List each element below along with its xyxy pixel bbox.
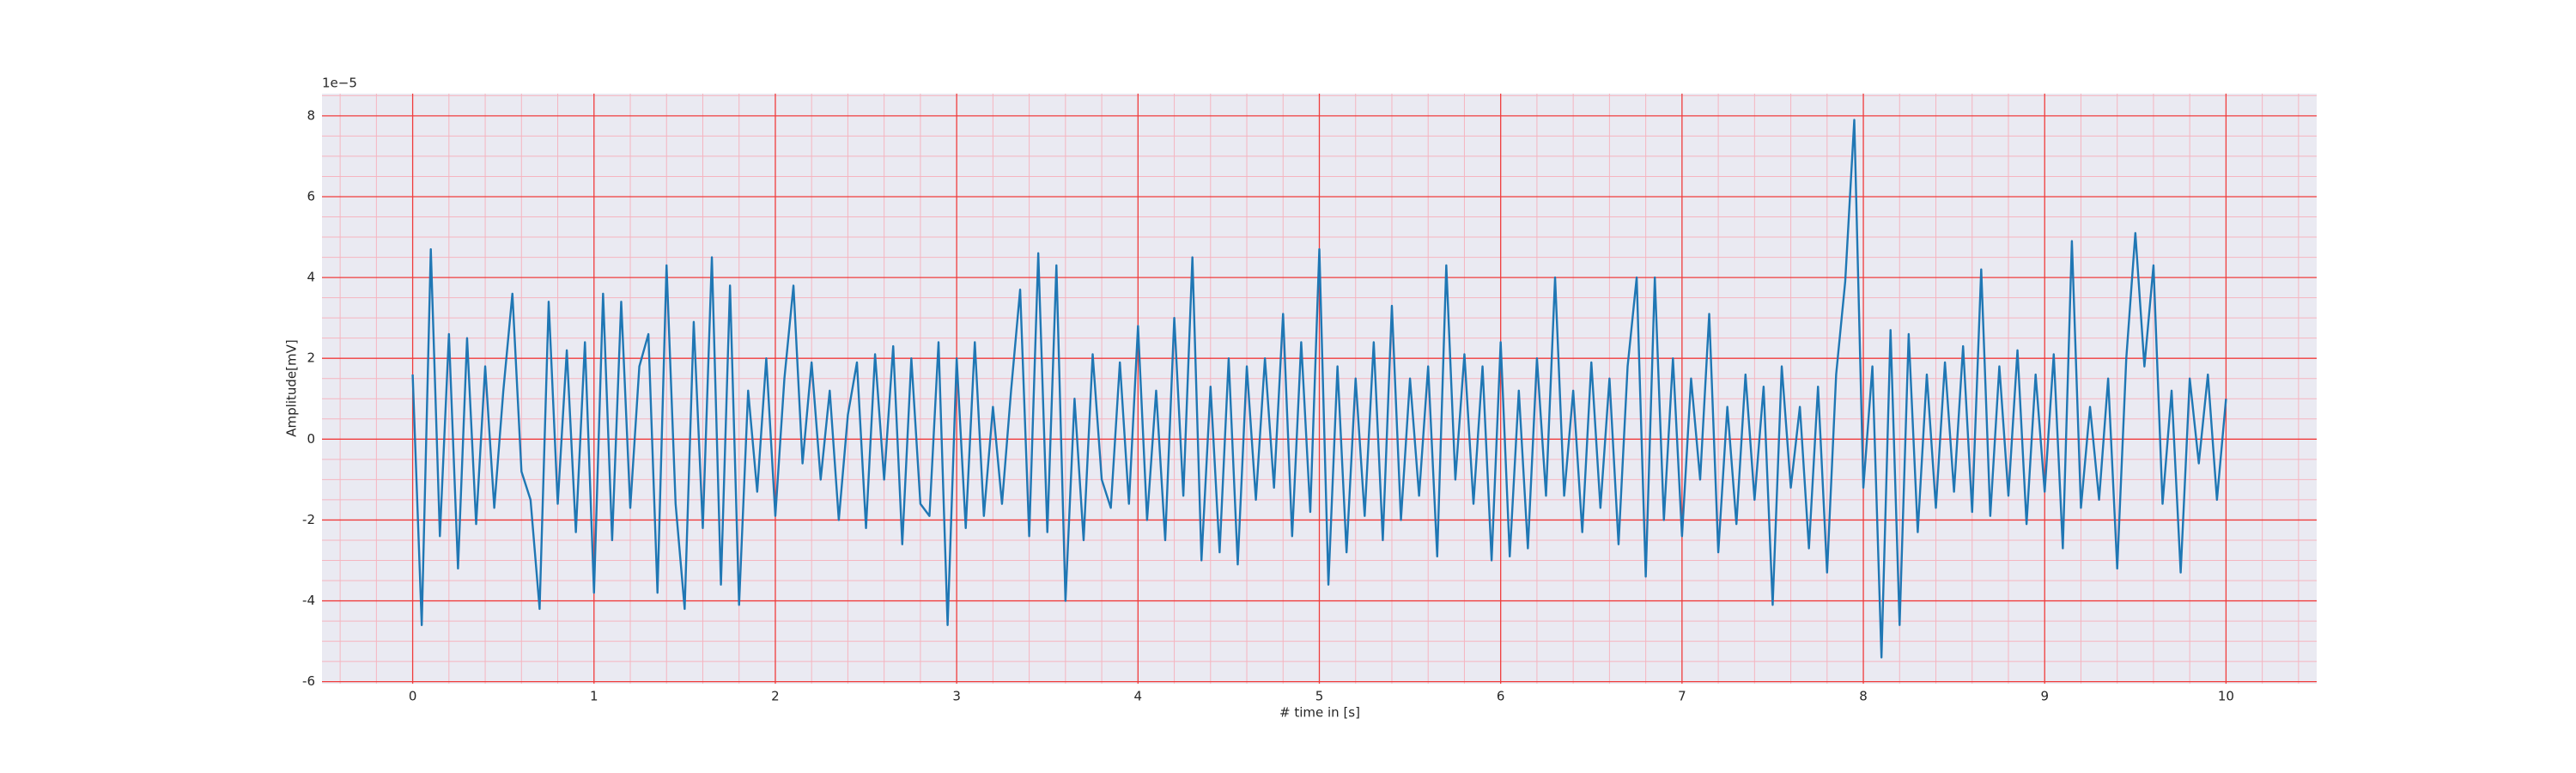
x-tick-label: 3 <box>952 689 961 704</box>
grid <box>322 94 2317 684</box>
x-tick-label: 4 <box>1134 689 1143 704</box>
x-tick-label: 8 <box>1859 689 1868 704</box>
x-tick-label: 2 <box>771 689 780 704</box>
y-tick-label: 2 <box>307 350 315 366</box>
y-tick-label: -6 <box>302 673 315 689</box>
x-tick-label: 9 <box>2040 689 2049 704</box>
y-axis-label: Amplitude[mV] <box>284 339 300 436</box>
y-tick-label: 0 <box>307 431 315 447</box>
x-tick-label: 5 <box>1315 689 1324 704</box>
y-tick-label: -4 <box>302 593 315 608</box>
x-tick-label: 7 <box>1678 689 1686 704</box>
y-offset-label: 1e−5 <box>322 76 357 91</box>
labels: # time in [s] Amplitude[mV] 1e−5 0 1 2 3 4 5 6… <box>284 76 2234 721</box>
y-tick-label: 8 <box>307 107 315 123</box>
y-tick-label: -2 <box>302 512 315 527</box>
x-tick-label: 6 <box>1497 689 1505 704</box>
signal-line <box>411 119 2227 659</box>
x-tick-label: 0 <box>409 689 417 704</box>
y-tick-label: 4 <box>307 270 315 285</box>
x-tick-label: 1 <box>590 689 598 704</box>
x-tick-label: 10 <box>2218 689 2234 704</box>
plot <box>411 119 2227 659</box>
y-tick-label: 6 <box>307 188 315 204</box>
x-axis-label: # time in [s] <box>1279 705 1360 721</box>
